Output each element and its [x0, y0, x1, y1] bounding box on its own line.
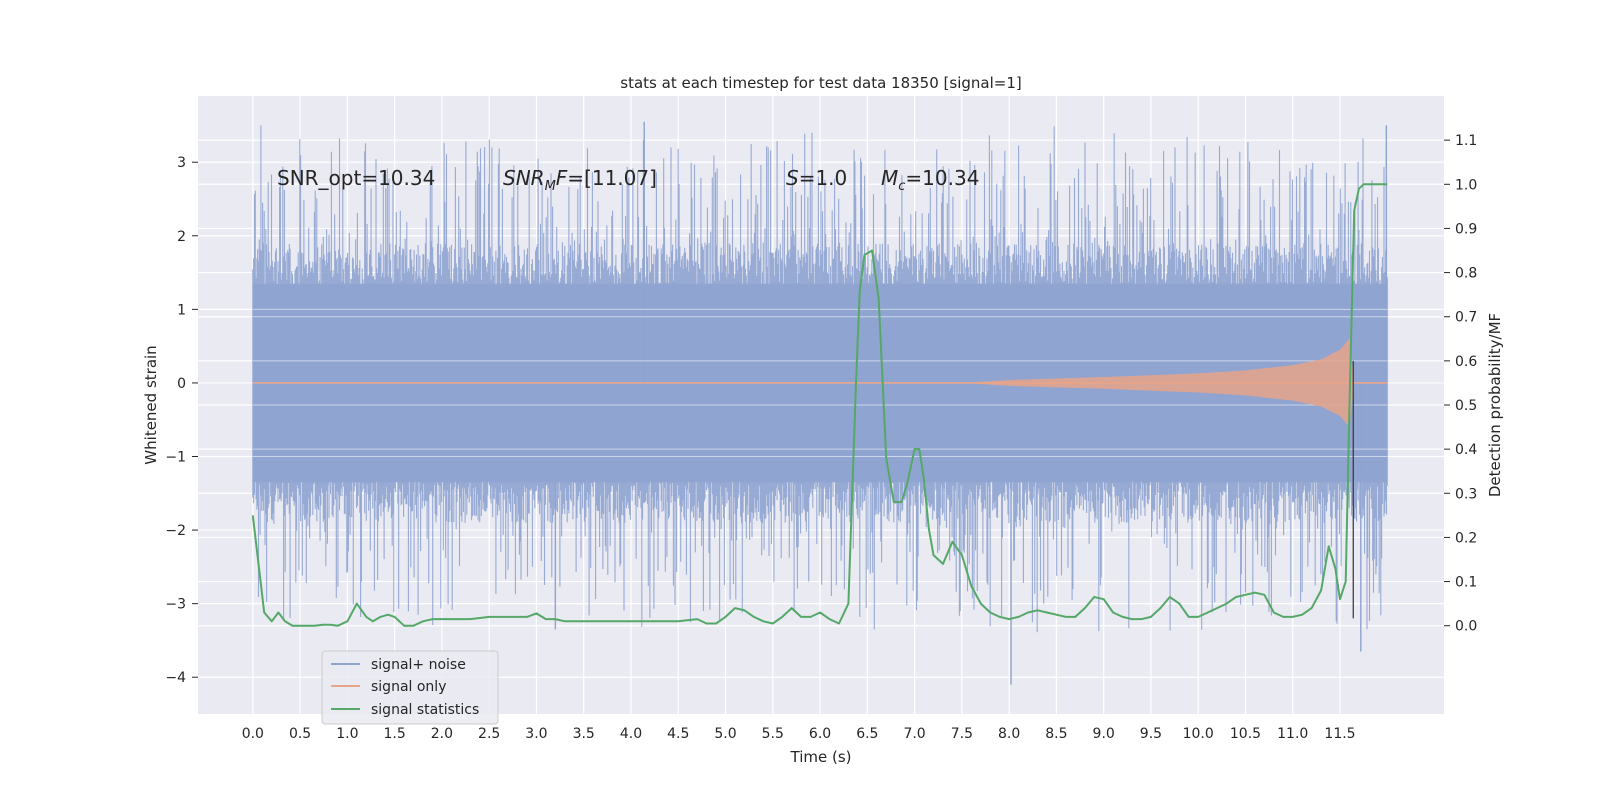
x-tick-label: 11.0	[1277, 726, 1308, 742]
x-tick-label: 4.5	[667, 726, 689, 742]
annotation-snr-mf-main: SNR	[503, 166, 545, 190]
x-tick-label: 7.5	[951, 726, 973, 742]
x-tick-label: 5.0	[714, 726, 736, 742]
x-tick-label: 0.5	[289, 726, 311, 742]
y2-tick-label: 0.7	[1455, 310, 1477, 326]
y2-tick-label: 0.4	[1455, 442, 1477, 458]
annotation-snr-mf: SNRMF=[11.07]	[503, 166, 657, 194]
series-signal-statistics-line	[251, 183, 1388, 627]
series-signal-only-envelope	[961, 338, 1388, 428]
chart-title: stats at each timestep for test data 183…	[620, 74, 1021, 92]
x-tick-label: 2.0	[431, 726, 453, 742]
y-tick-label: 2	[177, 229, 186, 245]
y2-tick-label: 0.1	[1455, 575, 1477, 591]
annotation-snr-mf-rest: F	[556, 166, 568, 190]
y2-tick-label: 0.2	[1455, 530, 1477, 546]
legend-label-signal-noise: signal+ noise	[371, 657, 466, 673]
y-tick-label: −1	[165, 450, 186, 466]
x-tick-label: 1.5	[384, 726, 406, 742]
x-tick-label: 8.0	[998, 726, 1020, 742]
annotations: SNR_opt=10.34 SNRMF=[11.07] S=1.0 Mc=10.…	[277, 166, 979, 194]
annotation-s-italic: S	[786, 166, 799, 190]
series-signal-only	[252, 338, 1388, 619]
y2-tick-label: 1.1	[1455, 133, 1477, 149]
annotation-snr-opt: SNR_opt=10.34	[277, 166, 435, 190]
x-tick-label: 4.0	[620, 726, 642, 742]
x-tick-label: 8.5	[1045, 726, 1067, 742]
y2-tick-label: 1.0	[1455, 177, 1477, 193]
y-tick-label: −3	[165, 597, 186, 613]
y-tick-label: −2	[165, 523, 186, 539]
x-tick-label: 2.5	[478, 726, 500, 742]
annotation-mc-sub: c	[898, 179, 905, 194]
annotation-s-value: =1.0	[799, 166, 848, 190]
x-tick-label: 6.0	[809, 726, 831, 742]
legend-label-signal-only: signal only	[371, 679, 446, 695]
annotation-snr-mf-sub: M	[545, 179, 556, 194]
y2-tick-label: 0.5	[1455, 398, 1477, 414]
legend-box	[321, 650, 499, 725]
annotation-snr-mf-value: =[11.07]	[567, 166, 657, 190]
x-tick-label: 3.5	[573, 726, 595, 742]
annotation-mc-value: =10.34	[905, 166, 979, 190]
annotation-s: S=1.0	[786, 166, 847, 190]
annotation-mc: Mc=10.34	[881, 166, 979, 194]
y-axis-label: Whitened strain	[142, 345, 160, 464]
x-axis-label: Time (s)	[790, 748, 852, 766]
x-tick-label: 6.5	[856, 726, 878, 742]
y-tick-label: −4	[165, 670, 186, 686]
y2-tick-label: 0.0	[1455, 619, 1477, 635]
x-tick-label: 1.0	[336, 726, 358, 742]
legend: signal+ noise signal only signal statist…	[321, 650, 499, 725]
x-tick-label: 9.0	[1093, 726, 1115, 742]
x-tick-label: 5.5	[762, 726, 784, 742]
tick-labels: 0.0 0.5 1.0 1.5 2.0 2.5 3.0 3.5 4.0 4.5 5.0 5.5 6.0 6…	[165, 133, 1477, 742]
y-tick-label: 0	[177, 376, 186, 392]
y2-axis-label: Detection probability/MF	[1486, 313, 1504, 497]
y2-tick-label: 0.3	[1455, 486, 1477, 502]
y2-tick-label: 0.9	[1455, 221, 1477, 237]
annotation-mc-main: M	[881, 166, 898, 190]
x-tick-label: 7.0	[903, 726, 925, 742]
y2-tick-label: 0.6	[1455, 354, 1477, 370]
x-tick-label: 10.0	[1183, 726, 1214, 742]
series-signal-statistics	[251, 183, 1388, 627]
x-tick-label: 11.5	[1324, 726, 1355, 742]
y-tick-label: 3	[177, 155, 186, 171]
y-tick-label: 1	[177, 302, 186, 318]
x-tick-label: 10.5	[1230, 726, 1261, 742]
x-tick-label: 0.0	[242, 726, 264, 742]
legend-label-signal-statistics: signal statistics	[371, 702, 479, 718]
x-tick-label: 9.5	[1140, 726, 1162, 742]
x-tick-label: 3.0	[525, 726, 547, 742]
y2-tick-label: 0.8	[1455, 266, 1477, 282]
